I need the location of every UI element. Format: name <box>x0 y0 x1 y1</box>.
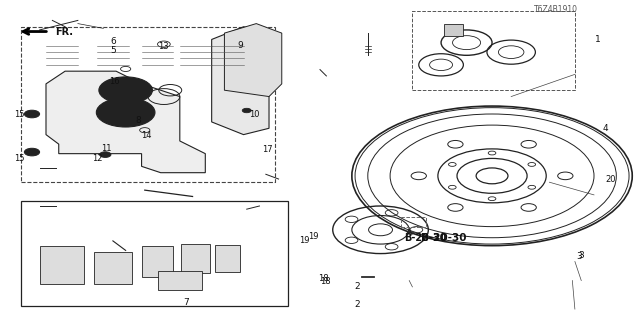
Text: 6: 6 <box>110 36 116 45</box>
Text: 17: 17 <box>262 145 273 154</box>
Text: 15: 15 <box>14 154 24 163</box>
Text: 7: 7 <box>183 298 189 307</box>
Polygon shape <box>181 244 210 273</box>
Polygon shape <box>157 271 202 290</box>
Text: 11: 11 <box>101 144 112 153</box>
Text: 8: 8 <box>136 116 141 125</box>
Circle shape <box>99 77 152 104</box>
Text: 13: 13 <box>159 42 169 51</box>
Text: 18: 18 <box>320 277 330 286</box>
Text: 14: 14 <box>141 131 152 140</box>
Text: FR.: FR. <box>56 27 74 36</box>
Polygon shape <box>46 71 205 173</box>
Text: 3: 3 <box>576 252 582 261</box>
Circle shape <box>24 148 40 156</box>
Text: 16: 16 <box>109 77 120 86</box>
Text: 4: 4 <box>603 124 608 133</box>
Text: 19: 19 <box>308 232 319 241</box>
Text: 2: 2 <box>354 300 360 309</box>
Text: 9: 9 <box>237 41 243 50</box>
Circle shape <box>243 108 251 113</box>
Text: B-20-30: B-20-30 <box>404 233 446 243</box>
Polygon shape <box>141 246 173 276</box>
Polygon shape <box>215 245 241 272</box>
Text: 5: 5 <box>110 46 116 55</box>
Polygon shape <box>94 252 132 284</box>
Circle shape <box>97 98 155 127</box>
Circle shape <box>100 152 111 157</box>
Text: 10: 10 <box>249 109 260 118</box>
Text: 3: 3 <box>579 251 584 260</box>
Text: 12: 12 <box>92 154 102 163</box>
Polygon shape <box>362 276 374 277</box>
Text: 20: 20 <box>605 174 616 184</box>
Polygon shape <box>444 24 463 36</box>
Text: 15: 15 <box>14 109 24 118</box>
Circle shape <box>24 110 40 118</box>
Polygon shape <box>40 246 84 284</box>
Text: 19: 19 <box>299 236 309 245</box>
Polygon shape <box>225 24 282 97</box>
Text: 18: 18 <box>318 275 328 284</box>
Text: B-20-30: B-20-30 <box>420 233 466 243</box>
Text: 2: 2 <box>354 282 360 292</box>
Polygon shape <box>212 27 269 135</box>
Text: T6Z4B1910: T6Z4B1910 <box>534 5 578 14</box>
Text: 1: 1 <box>595 35 601 44</box>
